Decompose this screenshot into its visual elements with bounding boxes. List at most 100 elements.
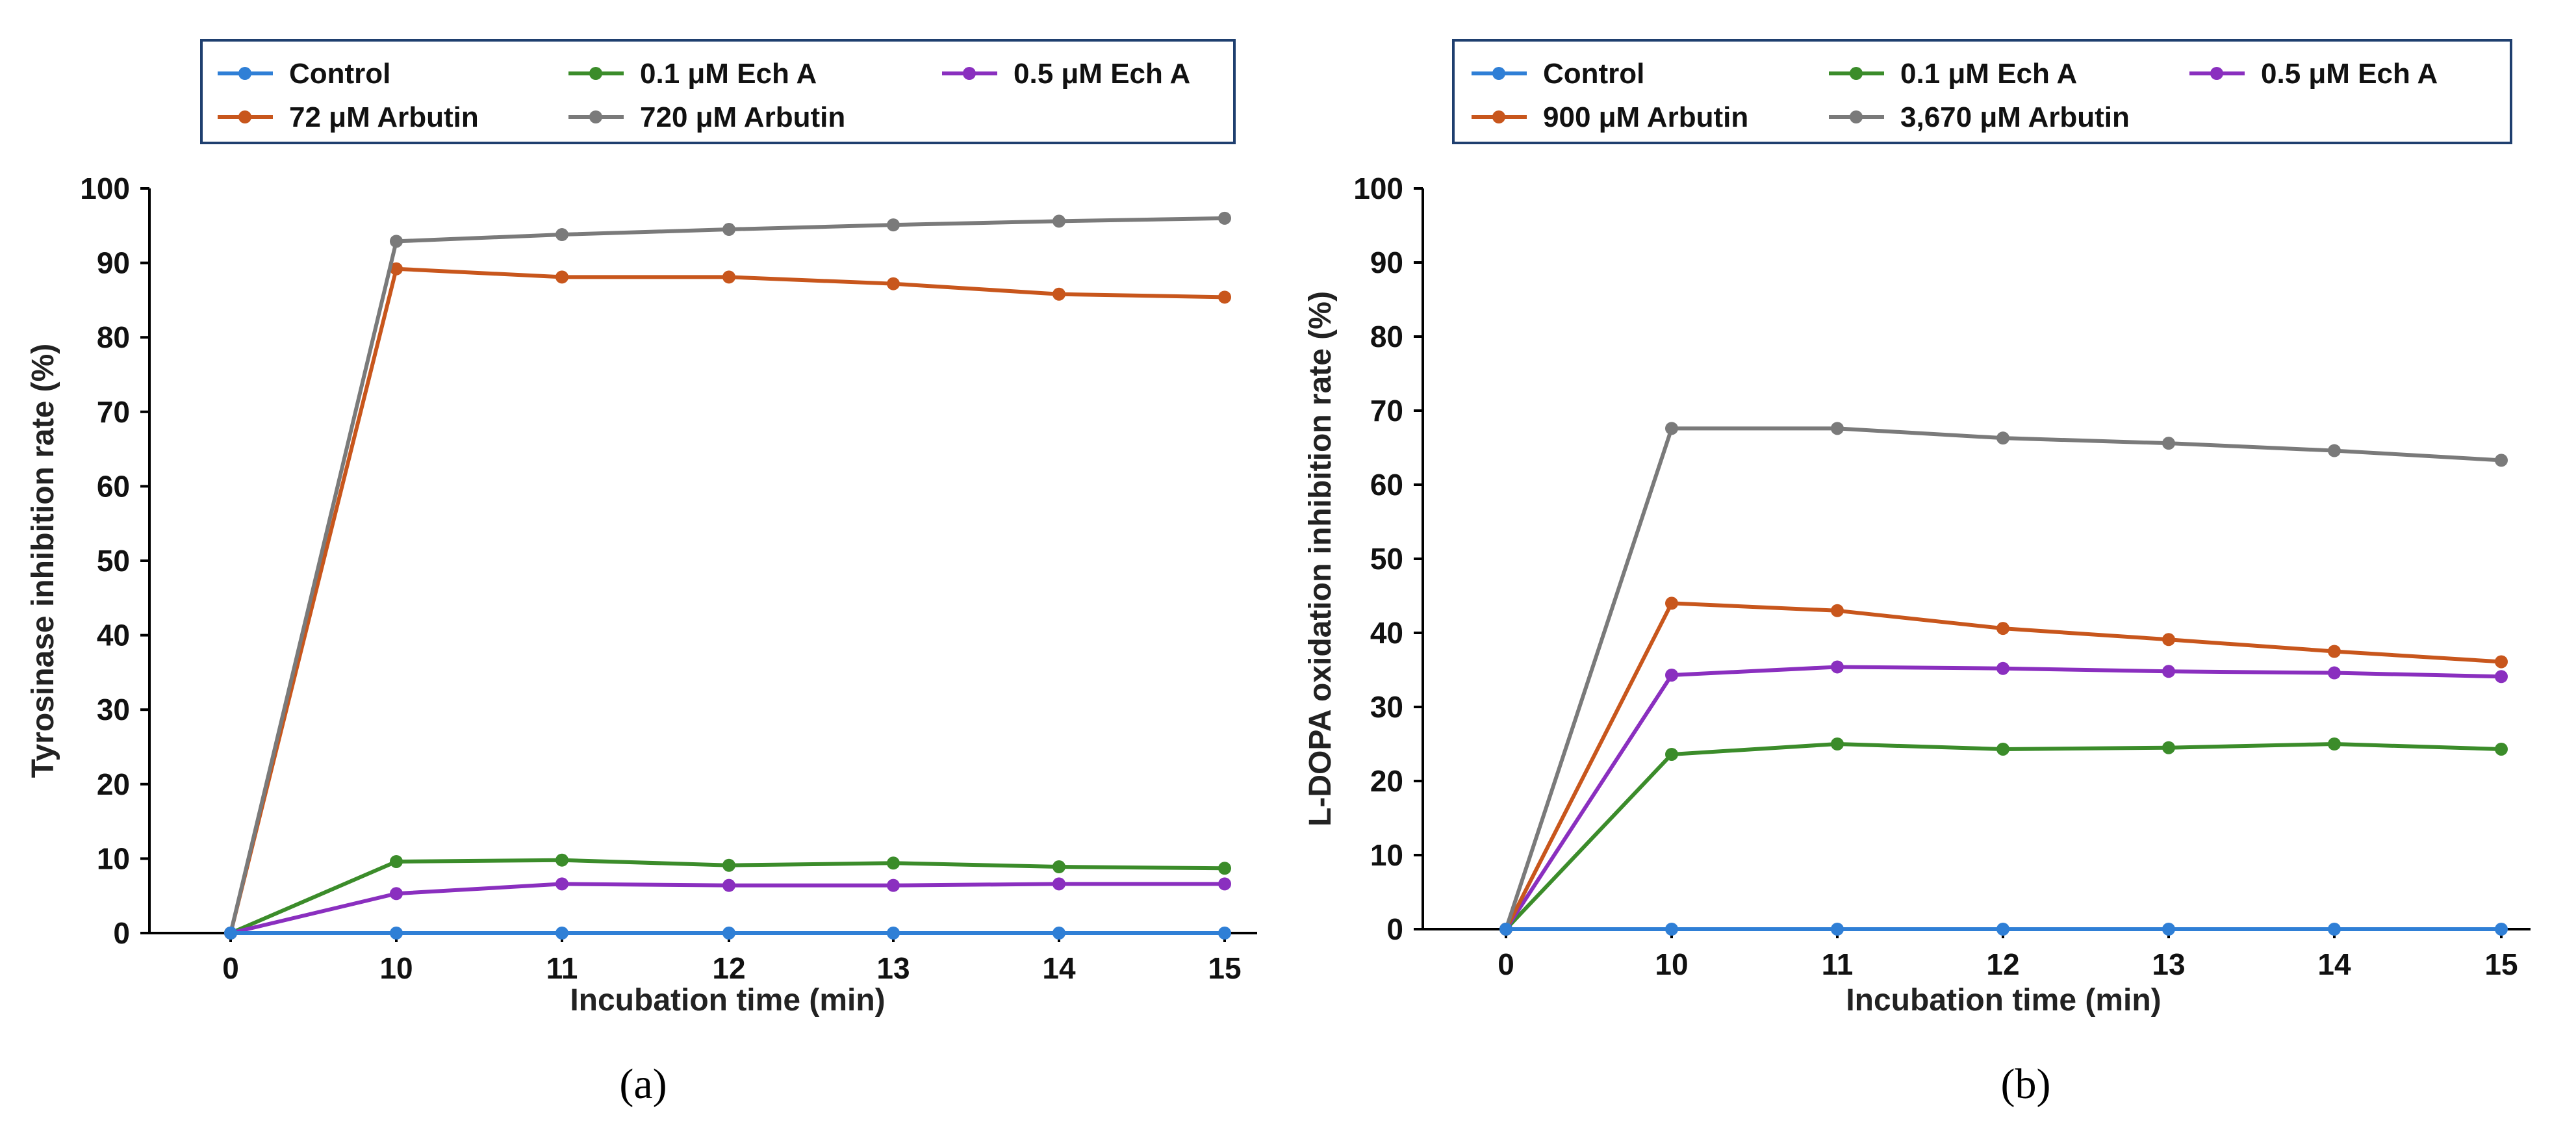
series-line <box>1504 426 2502 930</box>
series-72-m-arbutin <box>224 262 1231 940</box>
data-point <box>1831 737 1844 750</box>
y-tick-label: 100 <box>1353 172 1403 205</box>
series-line <box>1504 601 2502 930</box>
data-point <box>1996 661 2009 675</box>
y-tick-label: 10 <box>97 841 130 875</box>
data-point <box>1665 668 1678 682</box>
y-tick-label: 50 <box>97 544 130 578</box>
x-tick-label: 12 <box>1986 947 2019 981</box>
y-axis-title: L-DOPA oxidation inhibition rate (%) <box>1303 291 1338 827</box>
data-point <box>722 270 735 284</box>
legend-swatch-marker <box>589 110 602 123</box>
panel-label: (a) <box>619 1060 667 1108</box>
x-tick-label: 14 <box>2317 947 2351 981</box>
x-tick-label: 14 <box>1042 951 1076 985</box>
y-tick-label: 60 <box>1370 468 1403 502</box>
data-point <box>555 228 568 242</box>
y-tick-label: 80 <box>1370 320 1403 353</box>
x-tick-label: 0 <box>1498 947 1514 981</box>
x-tick-label: 11 <box>1822 947 1854 981</box>
series-line <box>1504 742 2502 931</box>
data-point <box>887 218 900 232</box>
legend-entry: 3,670 μM Arbutin <box>1900 101 2130 133</box>
data-point <box>1218 862 1231 875</box>
data-point <box>1218 927 1231 940</box>
data-point <box>555 853 568 867</box>
data-point <box>1052 877 1065 891</box>
y-tick-label: 30 <box>97 693 130 726</box>
data-point <box>2328 923 2341 936</box>
y-tick-label: 70 <box>1370 394 1403 428</box>
y-tick-label: 0 <box>1386 912 1403 946</box>
x-axis-title: Incubation time (min) <box>1846 983 2161 1018</box>
series-control <box>1499 923 2508 936</box>
series-line <box>229 266 1225 934</box>
data-point <box>1218 211 1231 225</box>
data-point <box>1665 923 1678 936</box>
series-0-1-m-ech-a <box>1499 737 2508 936</box>
chart-panel-a: Control 0.1 μM Ech A 0.5 μM Ech A 72 μM Arb… <box>26 39 1257 1108</box>
y-tick-label: 40 <box>1370 616 1403 650</box>
legend-entry: Control <box>1543 58 1644 90</box>
legend-swatch-marker <box>1850 67 1863 80</box>
x-axis-title: Incubation time (min) <box>570 983 885 1018</box>
legend-swatch-marker <box>2210 67 2223 80</box>
chart-panel-b: Control 0.1 μM Ech A 0.5 μM Ech A 900 μM Ar… <box>1303 39 2531 1108</box>
data-point <box>887 927 900 940</box>
y-tick-label: 90 <box>1370 246 1403 279</box>
data-point <box>390 927 403 940</box>
legend-entry: 0.1 μM Ech A <box>1900 58 2077 90</box>
data-point <box>1831 422 1844 435</box>
y-tick-label: 50 <box>1370 542 1403 576</box>
y-tick-label: 60 <box>97 469 130 503</box>
legend: Control 0.1 μM Ech A 0.5 μM Ech A 72 μM Arb… <box>200 39 1236 144</box>
x-tick-label: 13 <box>2152 947 2185 981</box>
y-tick-label: 20 <box>1370 764 1403 798</box>
series-3-670-m-arbutin <box>1499 422 2508 936</box>
legend-entry: 0.1 μM Ech A <box>640 58 817 90</box>
x-tick-label: 0 <box>222 951 239 985</box>
legend-swatch-marker <box>589 67 602 80</box>
data-point <box>722 858 735 872</box>
legend-swatch-marker <box>1492 67 1505 80</box>
y-tick-label: 30 <box>1370 690 1403 724</box>
data-point <box>2328 645 2341 658</box>
data-point <box>2328 444 2341 457</box>
data-point <box>1499 923 1512 936</box>
data-point <box>1052 214 1065 228</box>
series-0-1-m-ech-a <box>224 853 1231 940</box>
legend-entry: 72 μM Arbutin <box>289 101 479 133</box>
legend-swatch-marker <box>238 67 251 80</box>
data-point <box>1665 747 1678 761</box>
y-axis-title: Tyrosinase inhibition rate (%) <box>26 344 60 778</box>
data-point <box>2495 655 2508 669</box>
data-point <box>722 927 735 940</box>
y-tick-label: 0 <box>113 916 130 950</box>
data-point <box>1665 596 1678 610</box>
legend: Control 0.1 μM Ech A 0.5 μM Ech A 900 μM Ar… <box>1452 39 2512 144</box>
data-point <box>1996 622 2009 635</box>
data-point <box>1665 422 1678 435</box>
legend-swatch-marker <box>963 67 976 80</box>
y-tick-label: 40 <box>97 619 130 652</box>
data-point <box>1831 660 1844 674</box>
data-point <box>1052 860 1065 874</box>
x-tick-label: 15 <box>1208 951 1241 985</box>
data-point <box>2328 737 2341 750</box>
legend-box <box>200 39 1236 144</box>
x-tick-label: 12 <box>712 951 745 985</box>
data-point <box>1052 927 1065 940</box>
data-point <box>887 277 900 290</box>
data-point <box>1218 877 1231 891</box>
panel-label: (b) <box>2001 1060 2051 1108</box>
data-point <box>2495 923 2508 936</box>
x-tick-label: 13 <box>876 951 910 985</box>
data-point <box>390 887 403 901</box>
x-tick-label: 10 <box>379 951 413 985</box>
data-point <box>390 262 403 276</box>
data-point <box>555 270 568 284</box>
series-900-m-arbutin <box>1499 596 2508 936</box>
legend-swatch-marker <box>238 110 251 123</box>
data-point <box>2328 666 2341 680</box>
